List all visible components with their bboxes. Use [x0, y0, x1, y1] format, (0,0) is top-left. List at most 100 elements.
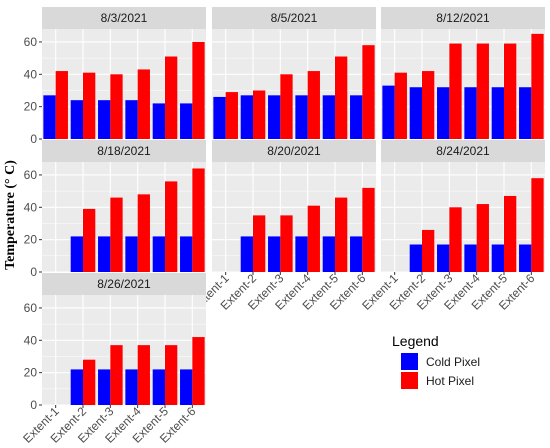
bar-hot-pixel	[394, 72, 407, 139]
plot-background	[42, 295, 206, 405]
y-axis-label: Temperature (° C)	[3, 160, 18, 270]
bar-hot-pixel	[253, 215, 266, 272]
bar-cold-pixel	[519, 244, 532, 272]
bar-cold-pixel	[125, 369, 138, 405]
bar-hot-pixel	[307, 205, 320, 272]
bar-cold-pixel	[180, 369, 193, 405]
bar-hot-pixel	[192, 41, 205, 139]
bar-cold-pixel	[491, 87, 504, 139]
bar-cold-pixel	[43, 95, 56, 139]
bar-hot-pixel	[362, 187, 375, 272]
y-tick-label: 40	[24, 200, 38, 214]
legend: Legend Cold Pixel Hot Pixel	[392, 333, 480, 389]
legend-swatch	[401, 372, 418, 389]
facet-strip	[381, 7, 545, 29]
bar-cold-pixel	[152, 236, 165, 272]
facet-strip	[42, 140, 206, 162]
bar-cold-pixel	[268, 95, 281, 139]
facet-title: 8/18/2021	[97, 144, 151, 158]
bar-cold-pixel	[152, 369, 165, 405]
facet-strip	[42, 7, 206, 29]
bar-hot-pixel	[137, 194, 150, 272]
y-tick-label: 60	[24, 168, 38, 182]
bar-hot-pixel	[280, 215, 293, 272]
facet-title: 8/20/2021	[267, 144, 321, 158]
bar-cold-pixel	[437, 87, 450, 139]
facet-title: 8/5/2021	[271, 11, 318, 25]
bar-cold-pixel	[491, 244, 504, 272]
bar-hot-pixel	[165, 345, 178, 405]
bar-cold-pixel	[70, 100, 83, 139]
bar-hot-pixel	[83, 72, 96, 139]
bar-cold-pixel	[464, 87, 477, 139]
y-tick-label: 20	[24, 233, 38, 247]
bar-cold-pixel	[240, 95, 253, 139]
bar-cold-pixel	[409, 244, 422, 272]
bar-hot-pixel	[253, 90, 266, 139]
facet-strip	[212, 7, 376, 29]
facet-panel: 8/3/2021 0 20 40 60	[24, 7, 206, 146]
y-tick-label: 60	[24, 301, 38, 315]
bar-hot-pixel	[531, 178, 544, 272]
bar-cold-pixel	[152, 103, 165, 139]
y-tick-label: 0	[30, 132, 37, 146]
facet-panel: 8/5/2021	[212, 7, 376, 140]
bar-cold-pixel	[70, 369, 83, 405]
bar-hot-pixel	[476, 43, 489, 139]
facet-strip	[381, 140, 545, 162]
bar-hot-pixel	[192, 337, 205, 405]
facet-panel: 8/20/2021Extent-1Extent-2Extent-3Extent-…	[190, 140, 376, 313]
bar-hot-pixel	[137, 345, 150, 405]
bar-hot-pixel	[165, 181, 178, 272]
bar-hot-pixel	[225, 92, 238, 139]
bar-cold-pixel	[98, 236, 111, 272]
legend-entry-label: Hot Pixel	[426, 374, 474, 388]
plot-background	[381, 162, 545, 272]
plot-background	[212, 29, 376, 139]
legend-swatch	[401, 353, 418, 370]
y-tick-label: 20	[24, 100, 38, 114]
plot-background	[42, 162, 206, 272]
facet-strip	[212, 140, 376, 162]
bar-hot-pixel	[165, 56, 178, 139]
bar-hot-pixel	[307, 71, 320, 139]
panels-layer: 8/3/2021 0 20 40 60 8/5/2021 8/12/2021 8/18/202…	[20, 7, 545, 446]
bar-hot-pixel	[137, 69, 150, 139]
facet-panel: 8/26/20210204060Extent-1Extent-2Extent-3…	[20, 273, 206, 446]
facet-title: 8/26/2021	[97, 277, 151, 291]
facet-title: 8/3/2021	[101, 11, 148, 25]
bar-hot-pixel	[335, 56, 348, 139]
y-tick-label: 40	[24, 333, 38, 347]
bar-hot-pixel	[504, 195, 517, 272]
y-tick-label: 0	[30, 398, 37, 412]
bar-cold-pixel	[268, 236, 281, 272]
bar-cold-pixel	[350, 95, 363, 139]
y-tick-label: 0	[30, 265, 37, 279]
facet-title: 8/24/2021	[436, 144, 490, 158]
facet-title: 8/12/2021	[436, 11, 490, 25]
bar-cold-pixel	[180, 103, 193, 139]
bar-hot-pixel	[476, 204, 489, 272]
bar-cold-pixel	[125, 100, 138, 139]
bar-cold-pixel	[70, 236, 83, 272]
bar-cold-pixel	[464, 244, 477, 272]
bar-hot-pixel	[504, 43, 517, 139]
bar-cold-pixel	[98, 369, 111, 405]
plot-background	[42, 29, 206, 139]
legend-title: Legend	[392, 333, 439, 349]
facet-panel: 8/24/2021Extent-1Extent-2Extent-3Extent-…	[359, 140, 545, 313]
bar-cold-pixel	[213, 96, 226, 139]
bar-hot-pixel	[110, 197, 123, 272]
y-tick-label: 60	[24, 35, 38, 49]
bar-cold-pixel	[322, 236, 335, 272]
bar-hot-pixel	[110, 74, 123, 139]
bar-cold-pixel	[350, 236, 363, 272]
facet-panel: 8/12/2021	[381, 7, 545, 140]
bar-hot-pixel	[362, 45, 375, 140]
bar-cold-pixel	[382, 85, 395, 139]
bar-hot-pixel	[192, 168, 205, 272]
y-tick-label: 40	[24, 67, 38, 81]
bar-hot-pixel	[335, 197, 348, 272]
bar-cold-pixel	[295, 95, 308, 139]
